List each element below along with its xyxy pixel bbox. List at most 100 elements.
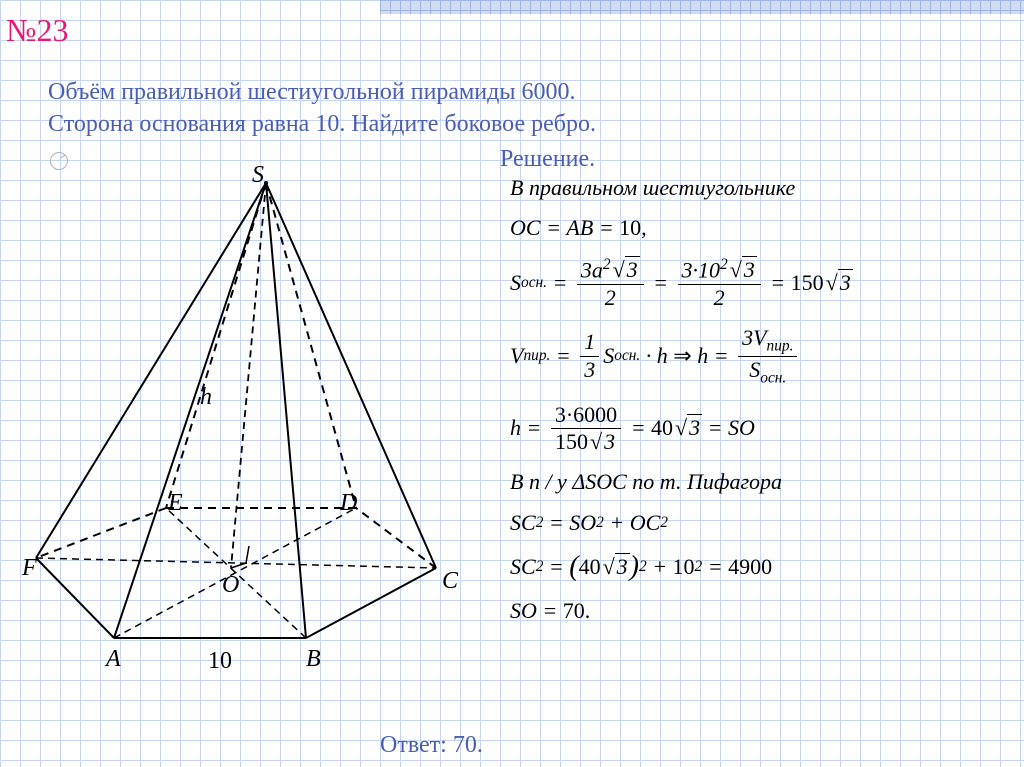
vertex-D: D: [340, 490, 357, 517]
eq: =: [537, 598, 563, 624]
problem-statement: Объём правильной шестиугольной пирамиды …: [48, 76, 828, 141]
eq: =: [547, 270, 573, 296]
t: 2: [536, 558, 544, 576]
solution-line-7: SC2 = SO2 + OC2: [510, 510, 1010, 536]
t: 2: [596, 514, 604, 532]
t: 150: [791, 270, 824, 296]
eq: =: [702, 415, 728, 441]
t: 2: [710, 285, 729, 311]
t: 70.: [563, 598, 591, 624]
eq: =: [625, 415, 651, 441]
t: 3: [838, 269, 853, 295]
t: 3·10: [682, 257, 721, 282]
fraction: 3·1023 2: [678, 256, 761, 311]
vertex-F: F: [22, 555, 37, 582]
t: осн.: [614, 347, 640, 365]
t: ⇒: [673, 343, 691, 369]
t: SO: [728, 415, 755, 441]
t: +: [647, 554, 673, 580]
t: 2: [695, 558, 703, 576]
vertex-O: O: [222, 572, 239, 599]
t: 2: [601, 285, 620, 311]
t: SC: [510, 510, 536, 536]
sqrt-icon: 3: [611, 257, 640, 283]
eq: =: [541, 215, 567, 241]
t: пир.: [523, 347, 550, 365]
eq: =: [648, 270, 674, 296]
t: 3: [580, 357, 599, 383]
vertex-E: E: [168, 490, 183, 517]
t: 3a: [581, 257, 603, 282]
problem-line-2: Сторона основания равна 10. Найдите боко…: [48, 108, 828, 140]
sqrt-icon: 3: [673, 415, 702, 441]
t: AB: [566, 215, 593, 241]
sqrt-icon: 3: [728, 257, 757, 283]
pyramid-diagram: [6, 168, 486, 668]
t: 3: [625, 256, 640, 282]
t: 3: [687, 414, 702, 440]
t: 150: [555, 429, 588, 454]
eq: =: [593, 215, 619, 241]
problem-line-1: Объём правильной шестиугольной пирамиды …: [48, 76, 828, 108]
solution-line-4: Vпир. = 1 3 Sосн. · h ⇒ h = 3Vпир. Sосн.: [510, 325, 1010, 388]
t: OC: [510, 215, 541, 241]
eq: =: [543, 510, 569, 536]
base-edge-label: 10: [208, 648, 232, 675]
t: S: [749, 357, 760, 382]
t: 2: [639, 558, 647, 576]
t: +: [604, 510, 630, 536]
vertex-B: B: [306, 646, 321, 673]
t: 10: [673, 554, 695, 580]
t: 3V: [742, 325, 766, 350]
t: 40: [651, 415, 673, 441]
vertex-C: C: [442, 568, 458, 595]
vertex-S: S: [252, 162, 264, 189]
solution-line-2: OC = AB = 10,: [510, 215, 1010, 241]
solution-line-5: h = 3·6000 150 3 = 40 3 = SO: [510, 402, 1010, 456]
task-number: №23: [6, 12, 69, 49]
solution-line-9: SO = 70.: [510, 598, 1010, 624]
t: SO: [569, 510, 596, 536]
top-accent-bar: [380, 0, 1024, 14]
vertex-A: A: [106, 646, 121, 673]
eq: =: [765, 270, 791, 296]
sqrt-icon: 3: [588, 429, 617, 455]
t: 3: [742, 256, 757, 282]
t: ·: [640, 343, 657, 369]
fraction: 1 3: [580, 329, 599, 383]
solution-line-1: В правильном шестиугольнике: [510, 175, 1010, 201]
answer-label: Ответ: 70.: [380, 732, 483, 759]
t: h: [510, 415, 521, 441]
t: 2: [720, 256, 728, 273]
solution-heading: Решение.: [500, 146, 595, 173]
t: 3: [602, 428, 617, 454]
t: 2: [536, 514, 544, 532]
t: 2: [660, 514, 668, 532]
fraction: 3Vпир. Sосн.: [738, 325, 797, 388]
eq: =: [550, 343, 576, 369]
t: осн.: [521, 274, 547, 292]
t: h: [657, 343, 668, 369]
eq: =: [708, 343, 734, 369]
fraction: 3a23 2: [577, 256, 644, 311]
t: пир.: [767, 337, 794, 354]
sqrt-icon: 3: [601, 554, 630, 580]
t: В п / у ΔSOC по т. Пифагора: [510, 469, 782, 495]
t: 2: [603, 256, 611, 273]
t: осн.: [760, 369, 786, 386]
t: 40: [579, 554, 601, 580]
sol-text: В правильном шестиугольнике: [510, 175, 795, 201]
t: 3·6000: [551, 402, 621, 429]
sqrt-icon: 3: [824, 270, 853, 296]
t: 4900: [728, 554, 772, 580]
eq: =: [543, 554, 569, 580]
t: S: [510, 270, 521, 296]
t: h: [697, 343, 708, 369]
t: 1: [580, 329, 599, 356]
eq: =: [521, 415, 547, 441]
t: OC: [630, 510, 661, 536]
t: V: [510, 343, 523, 369]
t: 10,: [619, 215, 647, 241]
fraction: 3·6000 150 3: [551, 402, 621, 456]
height-label: h: [200, 384, 212, 411]
